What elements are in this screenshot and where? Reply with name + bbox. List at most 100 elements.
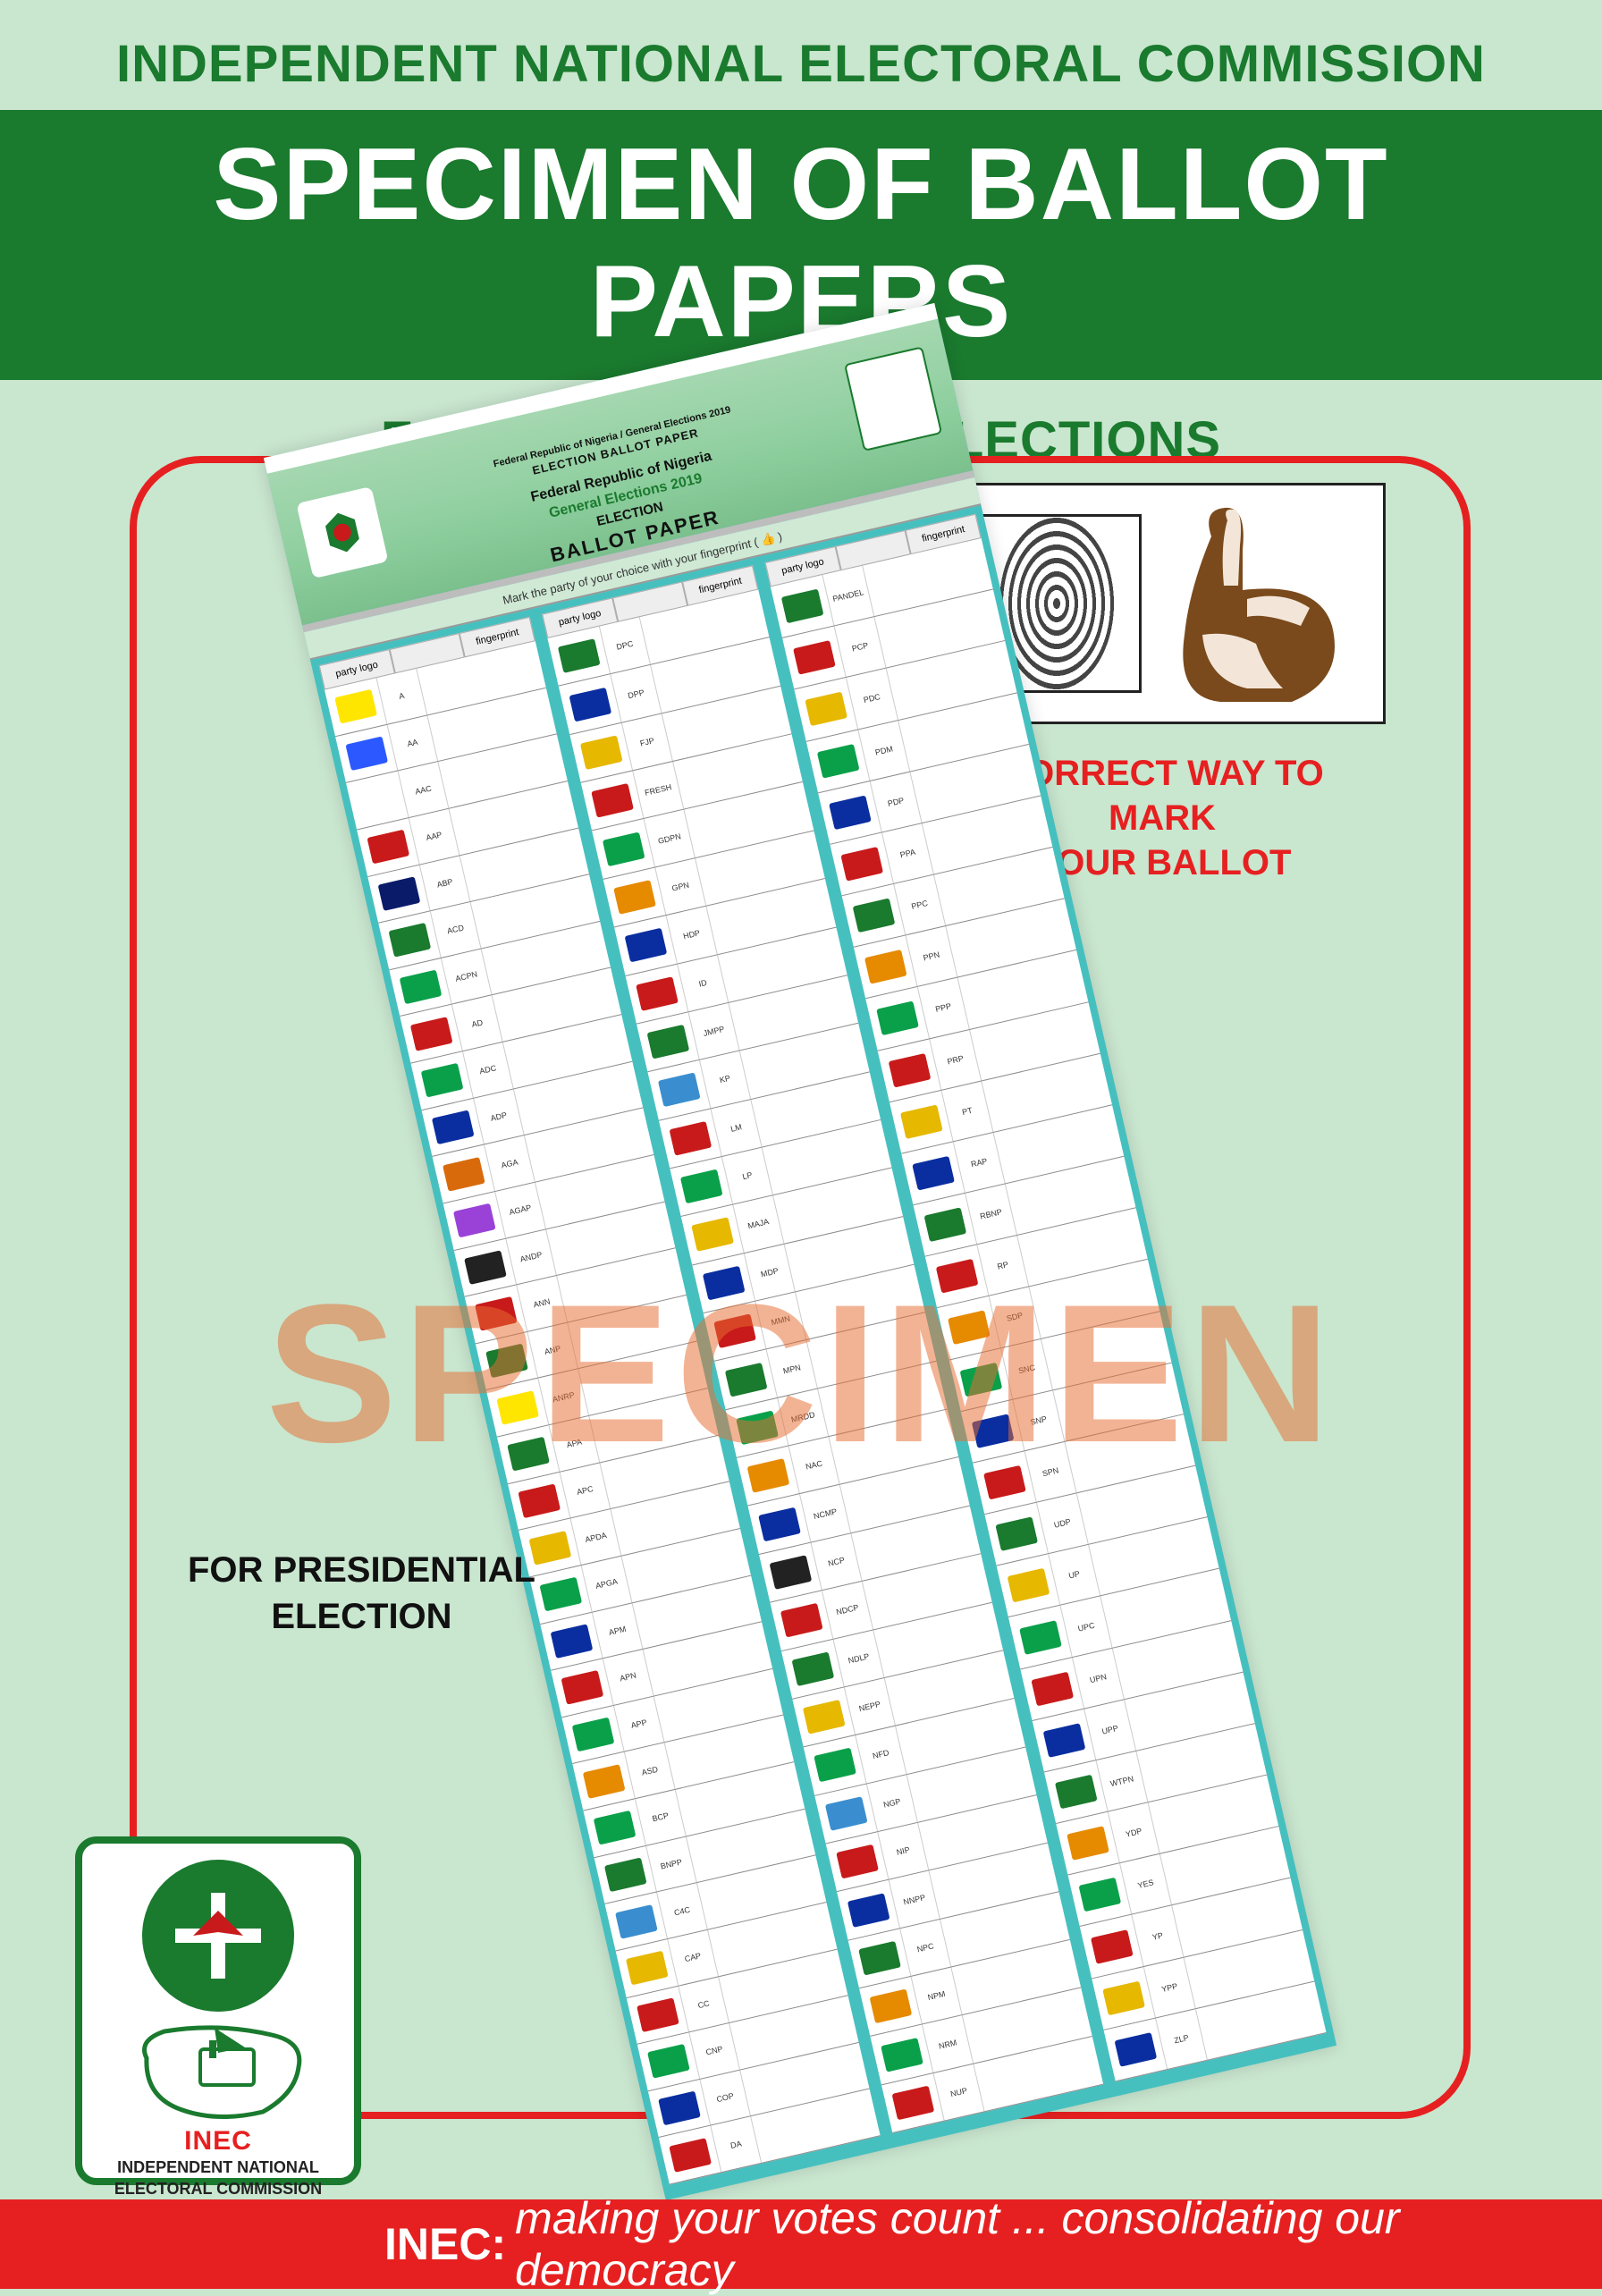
ballot-paper: Federal Republic of Nigeria / General El…	[264, 303, 1336, 2200]
fingerprint-cell	[471, 874, 600, 948]
party-row: COP	[648, 2043, 870, 2139]
party-logo-cell	[637, 2032, 700, 2090]
party-abbr: HDP	[667, 907, 718, 963]
party-logo-cell	[704, 1302, 767, 1361]
party-abbr: PPP	[918, 978, 970, 1038]
party-row: AD	[400, 968, 621, 1064]
fingerprint-cell	[482, 922, 611, 995]
party-logo-cell	[659, 1109, 722, 1168]
party-abbr: AAP	[409, 808, 460, 864]
party-abbr: A	[376, 669, 427, 724]
party-logo-cell	[837, 1880, 900, 1939]
party-row: AAP	[357, 781, 578, 877]
thumbprint-demo	[957, 483, 1386, 724]
ballot-column: party logofingerprintAAAAACAAPABPACDACPN…	[319, 617, 881, 2185]
fingerprint-cell	[1017, 1208, 1148, 1286]
party-logo-icon	[948, 1311, 991, 1346]
party-row: NEPP	[792, 1650, 1014, 1747]
fingerprint-cell	[633, 1575, 762, 1649]
party-row: MAJA	[681, 1169, 903, 1265]
party-logo-cell	[949, 1348, 1014, 1411]
party-logo-icon	[793, 640, 836, 675]
party-logo-icon	[669, 1121, 712, 1156]
party-abbr: SNC	[1001, 1338, 1053, 1398]
ballot-columns: party logofingerprintAAAAACAAPABPACDACPN…	[310, 505, 1335, 2193]
party-row: BNPP	[594, 1809, 816, 1904]
party-abbr: LP	[722, 1147, 773, 1203]
party-logo-cell	[508, 1472, 570, 1530]
party-row: NPC	[848, 1892, 1070, 1988]
fingerprint-cell	[1053, 1363, 1184, 1440]
party-logo-icon	[1054, 1775, 1097, 1810]
party-logo-cell	[771, 575, 835, 637]
party-abbr: ADC	[463, 1042, 514, 1098]
fingerprint-cell	[525, 1109, 653, 1182]
party-logo-cell	[325, 678, 387, 736]
party-row: NRM	[871, 1988, 1092, 2085]
party-logo-icon	[475, 1296, 518, 1331]
party-abbr: FRESH	[633, 762, 684, 818]
party-logo-cell	[476, 1332, 538, 1390]
ballot-line4: BALLOT PAPER	[297, 446, 974, 627]
party-logo-icon	[637, 1997, 679, 2032]
party-logo-icon	[658, 1073, 701, 1108]
party-abbr: UPC	[1061, 1597, 1113, 1657]
party-row: PPA	[830, 796, 1052, 896]
party-logo-cell	[648, 1060, 712, 1119]
correct-way-label: CORRECT WAY TO MARK YOUR BALLOT	[957, 751, 1368, 885]
party-logo-icon	[899, 1104, 942, 1139]
fingerprint-cell	[951, 1940, 1081, 2015]
party-abbr: NFD	[856, 1726, 906, 1783]
party-abbr: NPC	[900, 1920, 951, 1976]
party-abbr: C4C	[657, 1883, 708, 1938]
party-abbr: UPP	[1084, 1700, 1136, 1760]
party-row: APC	[508, 1435, 729, 1531]
fingerprint-cell	[1172, 1878, 1303, 1956]
party-row: UDP	[984, 1466, 1207, 1566]
party-logo-cell	[871, 2025, 934, 2084]
fingerprint-cell	[910, 745, 1041, 823]
party-row: SPN	[973, 1414, 1195, 1515]
party-row: BCP	[584, 1762, 805, 1858]
for-presidential-label: FOR PRESIDENTIAL ELECTION	[188, 1547, 535, 1640]
fingerprint-cell	[1149, 1776, 1279, 1853]
party-row: PANDEL	[771, 538, 993, 638]
fingerprint-cell	[1041, 1312, 1172, 1389]
col-head-cell	[389, 633, 465, 673]
party-abbr: NPM	[912, 1967, 963, 2023]
fingerprint-cell	[851, 1506, 981, 1581]
fingerprint-cell	[1077, 1466, 1208, 1544]
party-abbr: COP	[700, 2070, 751, 2125]
fingerprint-cell	[796, 1265, 925, 1340]
party-abbr: GDPN	[645, 810, 696, 866]
party-row: PCP	[782, 590, 1005, 690]
party-row: CC	[627, 1949, 848, 2045]
party-logo-cell	[937, 1296, 1001, 1359]
party-abbr: RBNP	[965, 1184, 1017, 1244]
fingerprint-cell	[863, 538, 993, 616]
party-logo-cell	[411, 1051, 474, 1110]
party-abbr: RAP	[954, 1133, 1006, 1193]
party-logo-cell	[357, 818, 419, 876]
party-logo-cell	[818, 781, 882, 844]
title-banner: SPECIMEN OF BALLOT PAPERS	[0, 110, 1602, 380]
party-logo-icon	[891, 2086, 934, 2121]
party-logo-cell	[997, 1554, 1061, 1616]
fingerprint-cell	[706, 879, 836, 954]
party-row: ANDP	[454, 1202, 676, 1297]
party-row: CNP	[637, 1996, 859, 2091]
party-row: CAP	[616, 1903, 838, 1998]
party-row: UP	[997, 1517, 1219, 1617]
party-abbr: PDC	[847, 669, 898, 729]
party-logo-icon	[802, 1700, 845, 1735]
party-abbr: ACD	[431, 902, 482, 958]
party-logo-icon	[388, 923, 431, 958]
party-abbr: UPN	[1073, 1648, 1125, 1708]
party-logo-cell	[681, 1205, 745, 1264]
party-row: MDP	[692, 1217, 914, 1313]
party-logo-icon	[935, 1259, 978, 1294]
fingerprint-cell	[923, 796, 1053, 874]
party-logo-cell	[806, 730, 871, 792]
party-logo-icon	[399, 970, 442, 1005]
party-logo-icon	[579, 735, 622, 770]
